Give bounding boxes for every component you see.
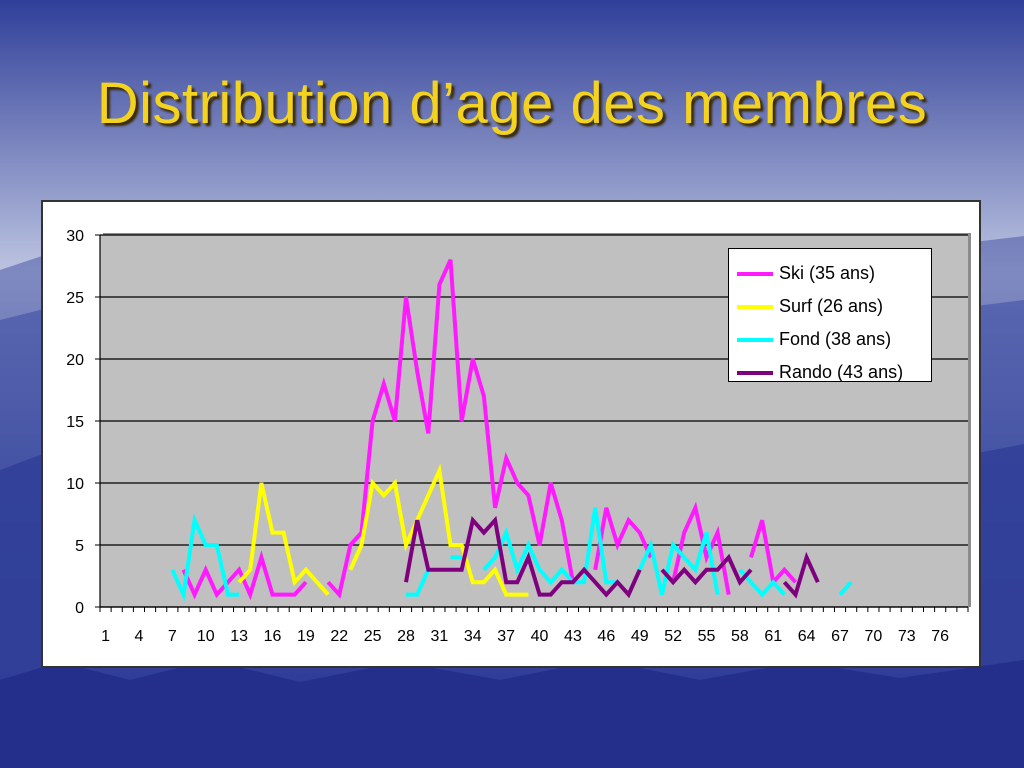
legend-swatch-surf	[737, 304, 773, 309]
y-tick-label: 25	[66, 290, 84, 307]
legend-label-fond: Fond (38 ans)	[779, 329, 892, 349]
x-tick-label: 61	[764, 628, 782, 645]
x-tick-label: 49	[631, 628, 649, 645]
series-line-2	[637, 532, 720, 596]
y-tick-label: 20	[66, 352, 84, 369]
series-line-0	[593, 507, 653, 571]
x-tick-label: 70	[865, 628, 883, 645]
x-tick-label: 25	[364, 628, 382, 645]
y-tick-label: 10	[66, 476, 84, 493]
x-tick-label: 34	[464, 628, 482, 645]
legend-item-fond: Fond (38 ans)	[729, 323, 931, 356]
x-tick-label: 55	[698, 628, 716, 645]
y-tick-label: 0	[75, 600, 84, 617]
legend-label-rando: Rando (43 ans)	[779, 362, 904, 382]
x-tick-label: 37	[497, 628, 515, 645]
x-tick-label: 28	[397, 628, 415, 645]
x-tick-label: 52	[664, 628, 682, 645]
legend-swatch-fond	[737, 337, 773, 342]
chart-legend: Ski (35 ans) Surf (26 ans) Fond (38 ans)…	[728, 248, 932, 382]
series-line-3	[404, 515, 642, 599]
series-line-0	[181, 550, 308, 601]
legend-swatch-ski	[737, 271, 773, 276]
x-tick-label: 31	[431, 628, 449, 645]
x-tick-label: 67	[831, 628, 849, 645]
x-tick-label: 1	[101, 628, 110, 645]
x-tick-label: 46	[597, 628, 615, 645]
x-tick-label: 76	[931, 628, 949, 645]
series-line-0	[671, 501, 731, 595]
x-tick-label: 58	[731, 628, 749, 645]
x-tick-label: 19	[297, 628, 315, 645]
series-line-0	[326, 258, 575, 599]
x-tick-label: 16	[264, 628, 282, 645]
series-line-1	[237, 482, 330, 596]
x-tick-label: 22	[330, 628, 348, 645]
series-line-2	[170, 513, 240, 602]
slide-title: Distribution d’age des membres	[96, 71, 928, 136]
x-tick-label: 43	[564, 628, 582, 645]
legend-item-rando: Rando (43 ans)	[729, 356, 931, 389]
x-tick-label: 64	[798, 628, 816, 645]
series-line-2	[838, 580, 853, 596]
axes: 0 5 10 15 20 25 30 1 4 7 10 13 16 19 22 25 28 31 34 37 40 43 4…	[66, 228, 969, 645]
legend-label-ski: Ski (35 ans)	[779, 263, 876, 283]
series-line-3	[660, 553, 753, 586]
x-tick-label: 4	[134, 628, 143, 645]
legend-swatch-rando	[737, 370, 773, 375]
y-tick-label: 15	[66, 414, 84, 431]
y-tick-label: 5	[75, 538, 84, 555]
legend-item-surf: Surf (26 ans)	[729, 290, 931, 323]
legend-item-ski: Ski (35 ans)	[729, 257, 931, 290]
series-line-3	[782, 551, 820, 599]
series-line-2	[738, 568, 786, 598]
x-tick-label: 10	[197, 628, 215, 645]
x-tick-label: 73	[898, 628, 916, 645]
x-tick-label: 7	[168, 628, 177, 645]
series-lines	[170, 258, 853, 602]
legend-label-surf: Surf (26 ans)	[779, 296, 884, 316]
series-line-2	[482, 507, 618, 586]
series-line-1	[348, 463, 529, 597]
x-tick-label: 13	[230, 628, 248, 645]
series-line-2	[406, 568, 431, 597]
y-tick-label: 30	[66, 228, 84, 245]
x-tick-label: 40	[531, 628, 549, 645]
